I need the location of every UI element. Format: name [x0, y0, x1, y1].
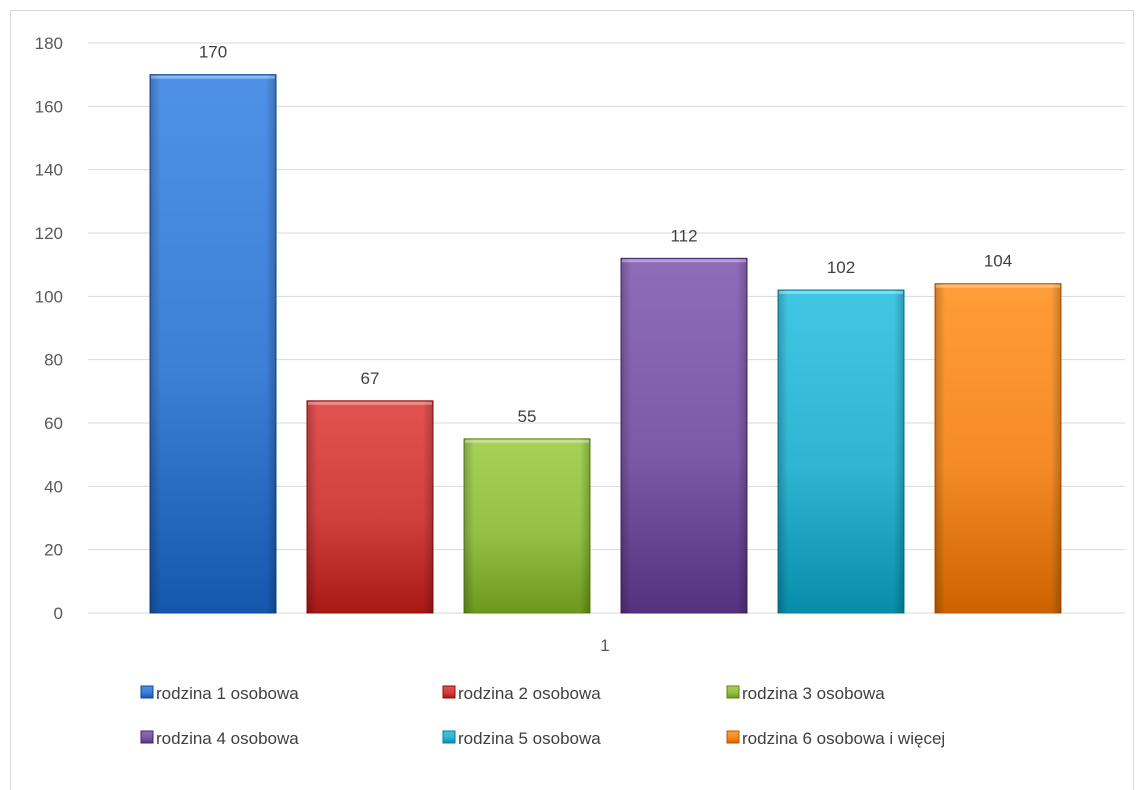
bar-shading — [935, 283, 1061, 613]
legend-label: rodzina 4 osobowa — [156, 729, 299, 748]
bar-highlight — [936, 284, 1060, 288]
y-tick-label: 160 — [35, 97, 63, 116]
data-labels: 170 67 55 112 102 104 — [199, 43, 1012, 426]
data-label: 104 — [984, 252, 1012, 271]
legend-swatch — [442, 730, 456, 744]
legend-swatch — [726, 730, 740, 744]
bar-shading — [464, 438, 590, 613]
y-tick-label: 100 — [35, 287, 63, 306]
legend-item: rodzina 2 osobowa — [442, 684, 601, 703]
data-label: 170 — [199, 43, 227, 62]
bar-shading — [778, 290, 904, 613]
bar-highlight — [622, 259, 746, 263]
bar-shading — [307, 400, 433, 613]
bar-highlight — [465, 439, 589, 443]
legend-label: rodzina 5 osobowa — [458, 729, 601, 748]
legend-swatch — [442, 685, 456, 699]
legend: rodzina 1 osobowa rodzina 2 osobowa rodzin… — [140, 684, 945, 748]
legend-label: rodzina 1 osobowa — [156, 684, 299, 703]
y-tick-label: 20 — [44, 541, 63, 560]
legend-item: rodzina 1 osobowa — [140, 684, 299, 703]
legend-label: rodzina 6 osobowa i więcej — [742, 729, 945, 748]
legend-label: rodzina 2 osobowa — [458, 684, 601, 703]
y-tick-label: 140 — [35, 161, 63, 180]
bar-highlight — [779, 291, 903, 294]
legend-label: rodzina 3 osobowa — [742, 684, 885, 703]
legend-item: rodzina 5 osobowa — [442, 729, 601, 748]
y-tick-label: 40 — [44, 477, 63, 496]
bar-shading — [150, 74, 276, 613]
legend-item: rodzina 3 osobowa — [726, 684, 885, 703]
legend-swatch — [726, 685, 740, 699]
data-label: 112 — [670, 226, 697, 245]
bar-highlight — [151, 75, 275, 79]
bar-shading — [621, 258, 747, 613]
x-tick-label: 1 — [600, 636, 609, 655]
data-label: 55 — [518, 407, 537, 426]
chart-frame: 0 20 40 60 80 100 120 140 160 180 170 67 55 112 102 10… — [10, 10, 1134, 790]
y-axis-ticks: 0 20 40 60 80 100 120 140 160 180 — [35, 34, 63, 623]
x-axis-ticks: 1 — [600, 636, 609, 655]
legend-item: rodzina 6 osobowa i więcej — [726, 729, 945, 748]
y-tick-label: 80 — [44, 351, 63, 370]
bar-highlight — [308, 401, 432, 405]
legend-swatch — [140, 730, 154, 744]
data-label: 102 — [827, 258, 855, 277]
y-tick-label: 180 — [35, 34, 63, 53]
bars — [149, 74, 1062, 614]
y-tick-label: 0 — [54, 604, 63, 623]
legend-item: rodzina 4 osobowa — [140, 729, 299, 748]
y-tick-label: 120 — [35, 224, 63, 243]
y-tick-label: 60 — [44, 414, 63, 433]
data-label: 67 — [361, 369, 380, 388]
legend-swatch — [140, 685, 154, 699]
